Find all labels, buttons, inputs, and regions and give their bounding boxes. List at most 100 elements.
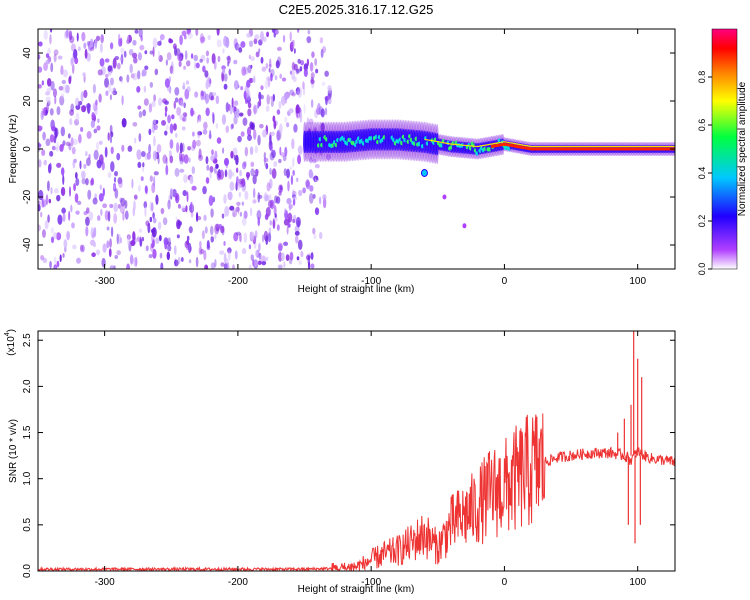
- noise-blob: [99, 184, 102, 191]
- noise-blob: [118, 33, 121, 42]
- noise-blob: [127, 145, 133, 152]
- noise-blob: [235, 206, 240, 212]
- noise-blob: [248, 40, 254, 48]
- noise-blob: [289, 70, 292, 75]
- noise-blob: [73, 158, 77, 163]
- noise-blob: [133, 257, 138, 267]
- noise-blob: [289, 251, 294, 261]
- noise-blob: [98, 93, 102, 103]
- noise-blob: [71, 63, 75, 74]
- noise-blob: [259, 123, 264, 129]
- noise-blob: [190, 53, 194, 59]
- noise-blob: [242, 117, 248, 126]
- noise-blob: [165, 124, 169, 131]
- noise-blob: [114, 170, 119, 177]
- noise-blob: [230, 123, 233, 130]
- noise-blob: [165, 59, 169, 66]
- noise-blob: [107, 210, 111, 222]
- noise-blob: [157, 221, 162, 230]
- noise-blob: [179, 34, 183, 46]
- snr-x-axis: -300 -200 -100 0 100: [95, 331, 646, 588]
- noise-blob: [149, 242, 155, 253]
- noise-blob: [306, 36, 312, 44]
- noise-blob: [231, 171, 235, 177]
- noise-blob: [40, 110, 44, 121]
- noise-blob: [71, 146, 76, 155]
- noise-blob: [312, 194, 316, 199]
- noise-blob: [109, 94, 113, 101]
- noise-blob: [220, 225, 225, 234]
- noise-blob: [201, 230, 205, 240]
- noise-blob: [77, 200, 82, 206]
- noise-blob: [41, 80, 45, 86]
- noise-blob: [233, 115, 238, 125]
- noise-blob: [196, 216, 202, 221]
- noise-blob: [47, 48, 51, 55]
- noise-blob: [307, 255, 311, 267]
- noise-blob: [286, 168, 290, 179]
- noise-blob: [182, 112, 188, 118]
- noise-blob: [144, 185, 148, 194]
- noise-blob: [150, 202, 154, 212]
- noise-blob: [200, 36, 206, 43]
- noise-blob: [79, 160, 82, 170]
- noise-blob: [279, 146, 282, 156]
- exponent-power: 4: [4, 332, 11, 336]
- noise-blob: [97, 69, 103, 76]
- noise-blob: [68, 76, 72, 85]
- noise-blob: [54, 95, 57, 105]
- noise-blob: [229, 205, 235, 211]
- noise-blob: [207, 34, 211, 41]
- noise-blob: [210, 208, 214, 218]
- noise-blob: [75, 171, 78, 180]
- noise-blob: [195, 29, 199, 36]
- noise-blob: [151, 100, 156, 108]
- noise-blob: [56, 162, 62, 168]
- noise-blob: [64, 246, 67, 253]
- noise-blob: [202, 186, 207, 195]
- noise-blob: [214, 223, 220, 235]
- noise-blob: [239, 169, 242, 177]
- noise-blob: [258, 260, 262, 265]
- noise-blob: [286, 226, 289, 235]
- noise-blob: [313, 233, 317, 240]
- noise-blob: [42, 131, 46, 141]
- noise-blob: [120, 197, 126, 207]
- noise-blob: [264, 194, 270, 202]
- noise-blob: [245, 171, 251, 179]
- noise-blob: [278, 190, 282, 196]
- noise-blob: [205, 107, 210, 117]
- noise-blob: [169, 155, 174, 164]
- noise-blob: [126, 74, 130, 83]
- noise-blob: [277, 264, 283, 269]
- noise-blob: [107, 171, 112, 179]
- noise-blob: [269, 134, 272, 144]
- noise-blob: [158, 97, 163, 106]
- noise-blob: [312, 159, 317, 164]
- noise-blob: [216, 29, 220, 36]
- noise-blob: [237, 205, 240, 215]
- noise-blob: [283, 241, 289, 247]
- noise-blob: [106, 226, 110, 231]
- noise-blob: [116, 250, 121, 256]
- noise-blob: [275, 60, 280, 69]
- noise-blob: [90, 120, 96, 129]
- noise-blob: [96, 141, 99, 151]
- noise-blob: [182, 189, 187, 197]
- noise-blob: [143, 98, 149, 106]
- noise-blob: [253, 260, 259, 267]
- noise-blob: [302, 187, 306, 194]
- noise-blob: [230, 150, 234, 159]
- noise-blob: [113, 176, 117, 183]
- noise-blob: [232, 264, 235, 269]
- noise-blob: [109, 42, 114, 50]
- noise-blob: [55, 146, 59, 151]
- noise-blob: [148, 143, 152, 154]
- noise-blob: [41, 149, 46, 156]
- noise-blob: [85, 216, 90, 226]
- noise-blob: [262, 234, 265, 243]
- noise-blob: [176, 142, 180, 153]
- noise-blob: [225, 125, 229, 133]
- noise-blob: [152, 150, 158, 161]
- noise-blob: [87, 44, 93, 52]
